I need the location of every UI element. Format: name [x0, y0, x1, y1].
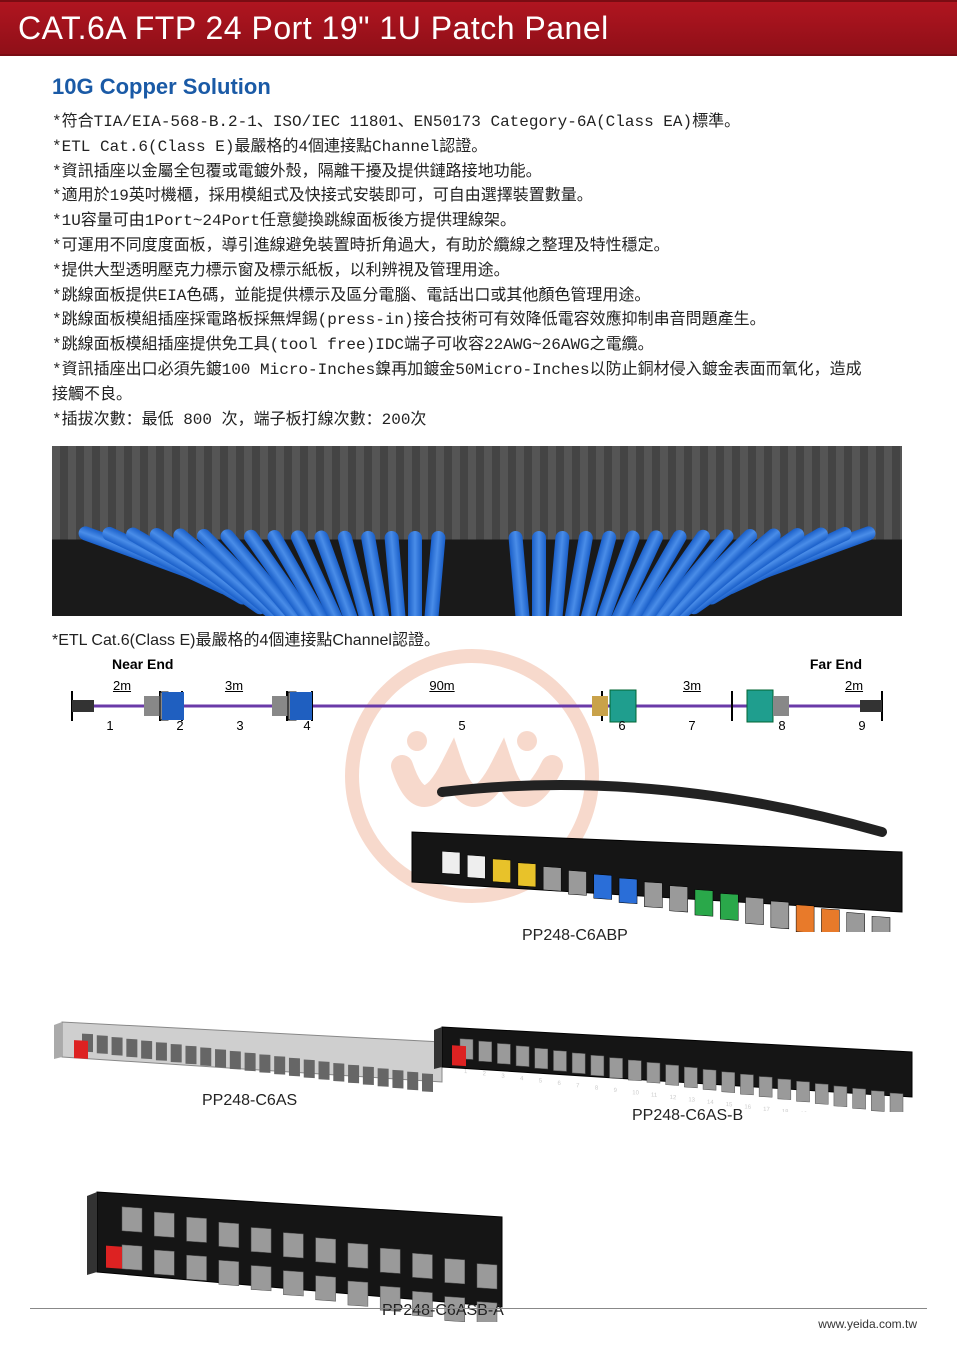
bullet-item: 接觸不良。	[52, 383, 905, 408]
node-number: 7	[682, 718, 702, 733]
channel-diagram: Near End Far End 2m3m90m3m2m 123456789	[52, 656, 902, 766]
product-photo	[52, 446, 902, 616]
svg-text:1: 1	[464, 1069, 468, 1075]
svg-text:19: 19	[801, 1112, 808, 1113]
svg-text:6: 6	[557, 1081, 561, 1087]
node-number: 3	[230, 718, 250, 733]
bullet-item: *提供大型透明壓克力標示窗及標示紙板，以利辨視及管理用途。	[52, 259, 905, 284]
svg-text:12: 12	[670, 1095, 677, 1101]
svg-text:9: 9	[614, 1088, 618, 1094]
segment-label: 2m	[102, 678, 142, 693]
product-label: PP248-C6AS	[202, 1092, 297, 1110]
bullet-list: *符合TIA/EIA-568-B.2-1、ISO/IEC 11801、EN501…	[52, 110, 905, 432]
product-label: PP248-C6ASB-A	[382, 1302, 504, 1320]
header-bar: CAT.6A FTP 24 Port 19" 1U Patch Panel	[0, 0, 957, 56]
product-label: PP248-C6ABP	[522, 927, 628, 945]
svg-text:14: 14	[707, 1100, 714, 1106]
node-number: 9	[852, 718, 872, 733]
node-number: 2	[170, 718, 190, 733]
bullet-item: *ETL Cat.6(Class E)最嚴格的4個連接點Channel認證。	[52, 135, 905, 160]
bullet-item: *適用於19英吋機櫃，採用模組式及快接式安裝即可，可自由選擇裝置數量。	[52, 184, 905, 209]
svg-text:13: 13	[688, 1098, 695, 1104]
bullet-item: *1U容量可由1Port~24Port任意變換跳線面板後方提供理線架。	[52, 209, 905, 234]
node-number: 5	[452, 718, 472, 733]
node-number: 1	[100, 718, 120, 733]
segment-label: 2m	[834, 678, 874, 693]
svg-text:11: 11	[651, 1093, 658, 1099]
footer-url: www.yeida.com.tw	[818, 1317, 917, 1331]
product-gallery: 123456789101112131415161718192021222324 …	[52, 772, 922, 1362]
product-image-c6asb: 123456789101112131415161718192021222324	[432, 997, 922, 1112]
svg-text:3: 3	[501, 1074, 505, 1080]
bullet-item: *跳線面板模組插座採電路板採無焊錫(press-in)接合技術可有效降低電容效應…	[52, 308, 905, 333]
bullet-item: *資訊插座以金屬全包覆或電鍍外殼，隔離干擾及提供鏈路接地功能。	[52, 160, 905, 185]
segment-label: 90m	[412, 678, 472, 693]
content: 10G Copper Solution *符合TIA/EIA-568-B.2-1…	[0, 56, 957, 1362]
bullet-item: *插拔次數：最低 800 次，端子板打線次數：200次	[52, 408, 905, 433]
svg-text:7: 7	[576, 1083, 580, 1089]
svg-text:4: 4	[520, 1076, 524, 1082]
svg-text:5: 5	[539, 1079, 543, 1085]
etl-note: *ETL Cat.6(Class E)最嚴格的4個連接點Channel認證。	[52, 626, 905, 650]
segment-label: 3m	[214, 678, 254, 693]
bullet-item: *跳線面板模組插座提供免工具(tool free)IDC端子可收容22AWG~2…	[52, 333, 905, 358]
bullet-item: *可運用不同度度面板，導引進線避免裝置時折角過大，有助於纜線之整理及特性穩定。	[52, 234, 905, 259]
svg-text:10: 10	[632, 1091, 639, 1097]
svg-text:18: 18	[782, 1109, 789, 1112]
node-number: 4	[297, 718, 317, 733]
bullet-item: *跳線面板提供EIA色碼，並能提供標示及區分電腦、電話出口或其他顏色管理用途。	[52, 284, 905, 309]
product-image-c6abp	[382, 772, 922, 932]
subtitle: 10G Copper Solution	[52, 74, 905, 100]
node-number: 8	[772, 718, 792, 733]
page-title: CAT.6A FTP 24 Port 19" 1U Patch Panel	[18, 10, 939, 47]
product-label: PP248-C6AS-B	[632, 1107, 743, 1125]
segment-label: 3m	[672, 678, 712, 693]
svg-text:17: 17	[763, 1107, 770, 1112]
svg-text:2: 2	[483, 1072, 487, 1078]
svg-text:16: 16	[744, 1105, 751, 1111]
bullet-item: *資訊插座出口必須先鍍100 Micro-Inches鎳再加鍍金50Micro-…	[52, 358, 905, 383]
bullet-item: *符合TIA/EIA-568-B.2-1、ISO/IEC 11801、EN501…	[52, 110, 905, 135]
svg-text:8: 8	[595, 1086, 599, 1092]
node-number: 6	[612, 718, 632, 733]
product-image-c6asba	[82, 1162, 512, 1322]
product-image-c6as	[52, 987, 452, 1097]
footer-rule	[30, 1308, 927, 1309]
